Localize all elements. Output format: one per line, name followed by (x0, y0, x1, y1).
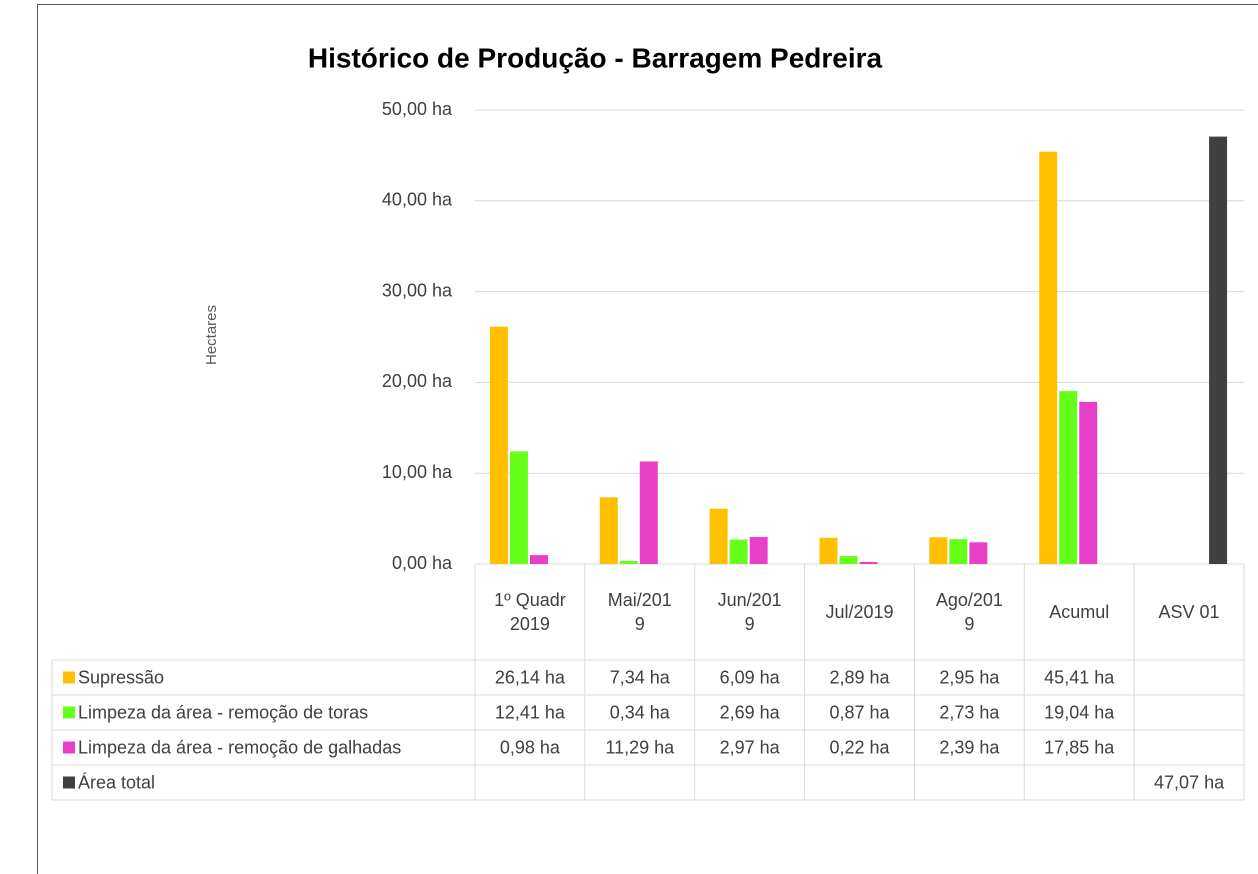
x-tick-label-wrap: 1º Quadr 2019 (475, 564, 585, 660)
legend-swatch (63, 706, 75, 719)
y-tick-label: 30,00 ha (382, 280, 453, 300)
bar (819, 537, 838, 564)
legend-swatch (63, 741, 75, 754)
x-tick-label-box: 1º Quadr 2019 (475, 564, 585, 660)
legend-label: Área total (78, 772, 155, 792)
data-label: 2,97 ha (720, 737, 781, 757)
bar (529, 555, 548, 564)
x-tick-label: Ago/2019 (935, 590, 1003, 634)
x-tick-label-wrap: Jun/2019 (695, 564, 805, 660)
bar (1039, 151, 1058, 565)
x-tick-label-wrap: Mai/2019 (585, 564, 695, 660)
x-tick-label: 1º Quadr 2019 (494, 590, 566, 634)
legend-label: Supressão (78, 667, 164, 687)
data-label: 17,85 ha (1044, 737, 1115, 757)
x-tick-label-wrap: Ago/2019 (914, 564, 1024, 660)
bar (1209, 136, 1228, 564)
x-tick-label-box: ASV 01 (1134, 564, 1244, 660)
x-tick-label-wrap: ASV 01 (1134, 564, 1244, 660)
x-tick-label: Mai/2019 (607, 590, 672, 634)
data-label: 2,39 ha (939, 737, 1000, 757)
bar (839, 556, 858, 564)
data-label: 47,07 ha (1154, 772, 1225, 792)
x-tick-label-wrap: Acumul (1024, 564, 1134, 660)
bar (489, 326, 508, 564)
data-label: 2,89 ha (829, 667, 890, 687)
legend-label: Limpeza da área - remoção de toras (78, 702, 368, 722)
y-tick-label: 0,00 ha (392, 553, 453, 573)
x-tick-label: Jun/2019 (717, 590, 782, 634)
data-label: 7,34 ha (610, 667, 671, 687)
data-label: 2,73 ha (939, 702, 1000, 722)
y-tick-label: 20,00 ha (382, 371, 453, 391)
data-label: 6,09 ha (720, 667, 781, 687)
x-tick-label-box: Jun/2019 (695, 564, 805, 660)
y-tick-label: 50,00 ha (382, 99, 453, 119)
bar (859, 562, 878, 564)
data-label: 19,04 ha (1044, 702, 1115, 722)
y-axis-label: Hectares (203, 305, 220, 365)
data-label: 2,69 ha (720, 702, 781, 722)
x-tick-label-box: Acumul (1024, 564, 1134, 660)
legend-label: Limpeza da área - remoção de galhadas (78, 737, 401, 757)
chart-border (37, 4, 1258, 874)
bar (619, 560, 638, 564)
data-label: 12,41 ha (495, 702, 566, 722)
data-label: 0,34 ha (610, 702, 671, 722)
bar (749, 537, 768, 564)
data-label: 45,41 ha (1044, 667, 1115, 687)
chart-title: Histórico de Produção - Barragem Pedreir… (308, 42, 883, 73)
x-tick-label-wrap: Jul/2019 (805, 564, 915, 660)
x-tick-label-box: Mai/2019 (585, 564, 695, 660)
bar (1059, 391, 1078, 564)
bar (599, 497, 618, 564)
y-tick-label: 40,00 ha (382, 190, 453, 210)
x-tick-label-box: Jul/2019 (805, 564, 915, 660)
x-tick-label: Acumul (1049, 602, 1110, 622)
x-tick-label: Jul/2019 (825, 602, 894, 622)
data-label: 0,98 ha (500, 737, 561, 757)
data-label: 2,95 ha (939, 667, 1000, 687)
bar (1079, 401, 1098, 564)
x-tick-label-box: Ago/2019 (914, 564, 1024, 660)
bar (509, 451, 528, 564)
data-label: 11,29 ha (605, 737, 675, 757)
data-label: 26,14 ha (495, 667, 566, 687)
legend-swatch (63, 671, 75, 684)
data-label: 0,87 ha (829, 702, 890, 722)
data-label: 0,22 ha (829, 737, 890, 757)
y-tick-label: 10,00 ha (382, 462, 453, 482)
bar (709, 508, 728, 564)
bar (969, 542, 988, 564)
bar (729, 539, 748, 564)
bar (639, 461, 658, 564)
x-tick-label: ASV 01 (1158, 602, 1220, 622)
bar (949, 539, 968, 564)
legend-swatch (63, 776, 75, 789)
bar (929, 537, 948, 564)
